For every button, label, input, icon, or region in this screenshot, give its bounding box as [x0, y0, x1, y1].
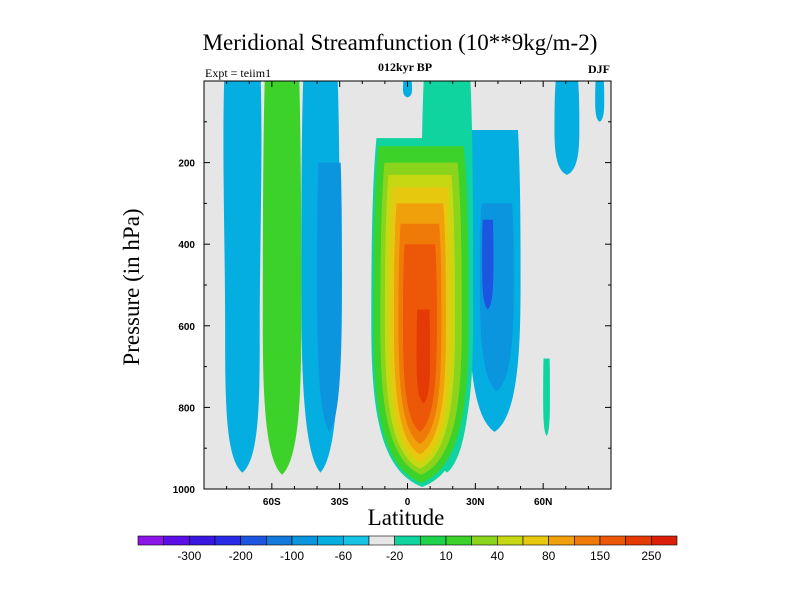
colorbar-box [266, 535, 293, 546]
colorbar-box [651, 535, 678, 546]
experiment-label: Expt = teiim1 [205, 66, 272, 80]
colorbar-label: 80 [542, 549, 556, 563]
contour-region-9 [402, 81, 413, 98]
colorbar-box [420, 535, 447, 546]
colorbar-box [394, 535, 421, 546]
colorbar-box [163, 535, 190, 546]
contour-region-7 [554, 81, 580, 175]
x-tick-label: 0 [405, 497, 411, 508]
period-label: 012kyr BP [377, 60, 433, 74]
x-tick-label: 30N [466, 497, 484, 508]
contour-region-10 [543, 358, 550, 436]
colorbar-box [214, 535, 241, 546]
colorbar-box [445, 535, 472, 546]
colorbar-label: 10 [439, 549, 453, 563]
colorbar-box [599, 535, 626, 546]
y-tick-label: 800 [178, 403, 195, 414]
y-tick-label: 600 [178, 322, 195, 333]
colorbar-label: 250 [641, 549, 661, 563]
colorbar-label: 40 [491, 549, 505, 563]
x-axis-ticks: 60S 30S 0 30N 60N [226, 81, 589, 508]
colorbar-box [522, 535, 549, 546]
colorbar-label: -20 [386, 549, 404, 563]
colorbar-label: -60 [335, 549, 353, 563]
chart-title: Meridional Streamfunction (10**9kg/m-2) [202, 30, 598, 55]
colorbar-box [189, 535, 216, 546]
contour-region-8 [595, 81, 605, 122]
colorbar-label: -300 [177, 549, 201, 563]
contour-region-6 [482, 219, 494, 310]
colorbar-box [343, 535, 370, 546]
colorbar-box [497, 535, 524, 546]
y-tick-label: 1000 [173, 485, 196, 496]
x-axis-label: Latitude [367, 505, 445, 530]
colorbar-label: 150 [590, 549, 610, 563]
contour-fill-layer [223, 81, 605, 487]
x-tick-label: 30S [331, 497, 349, 508]
colorbar [137, 535, 678, 546]
season-label: DJF [588, 62, 610, 76]
x-tick-label: 60N [534, 497, 552, 508]
contour-region-2 [262, 81, 302, 475]
y-tick-label: 400 [178, 240, 195, 251]
contour-region-0 [223, 81, 262, 473]
colorbar-box [291, 535, 318, 546]
y-axis-ticks: 200 400 600 800 1000 [173, 121, 611, 496]
colorbar-box [574, 535, 601, 546]
colorbar-box [240, 535, 267, 546]
colorbar-label: -100 [280, 549, 304, 563]
contour-region-20 [416, 309, 431, 404]
colorbar-box [548, 535, 575, 546]
colorbar-label: -200 [229, 549, 253, 563]
colorbar-box [625, 535, 652, 546]
x-tick-label: 60S [263, 497, 281, 508]
colorbar-box [471, 535, 498, 546]
colorbar-box [317, 535, 344, 546]
colorbar-labels: -300 -200 -100 -60 -20 10 40 80 150 250 [177, 549, 661, 563]
colorbar-box [368, 535, 395, 546]
y-tick-label: 200 [178, 159, 195, 170]
contour-region-3 [317, 162, 342, 432]
colorbar-box [137, 535, 164, 546]
